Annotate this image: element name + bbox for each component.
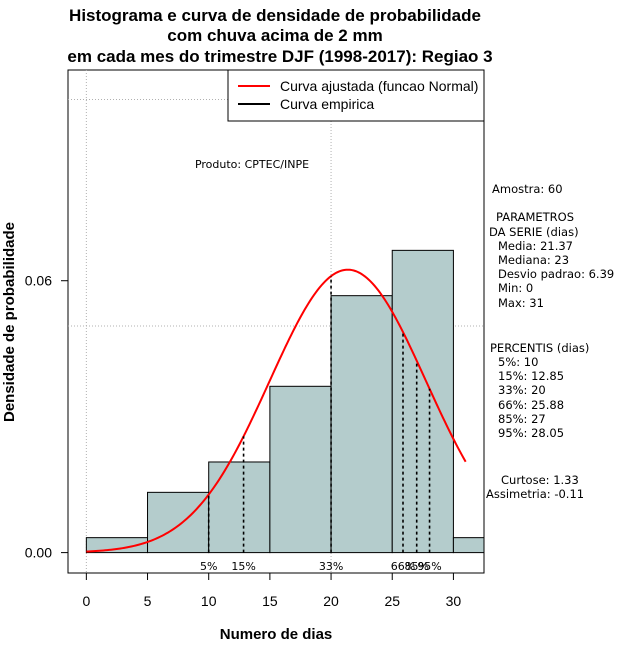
legend-label-normal: Curva ajustada (funcao Normal) [280,78,478,94]
histogram-bar-4 [330,295,393,554]
legend: Curva ajustada (funcao Normal) Curva emp… [227,69,485,122]
y-axis-title: Densidade de probabilidade [1,222,18,422]
x-tick-label-4: 20 [323,593,339,609]
legend-label-empirica: Curva empirica [280,96,374,112]
percentil-95: 95%: 28.05 [498,426,564,440]
chart-title-line-1: Histograma e curva de densidade de proba… [69,6,481,25]
percentil-85: 85%: 27 [498,412,546,426]
param-mediana: Mediana: 23 [498,253,569,267]
percentile-label-2: 33% [319,560,343,573]
histogram-bar-6 [452,537,485,554]
stat-curtose: Curtose: 1.33 [501,473,579,487]
percentil-33: 33%: 20 [498,383,546,397]
param-media: Media: 21.37 [498,239,573,253]
percentile-label-1: 15% [231,560,255,573]
x-tick-label-5: 25 [384,593,400,609]
percentile-label-5: 95% [417,560,441,573]
histogram-bars [85,249,485,554]
param-desvio: Desvio padrao: 6.39 [498,267,614,281]
percentil-5: 5%: 10 [498,355,538,369]
percentile-markers: 5% 15% 33% 66%85%95% [200,276,442,573]
param-max: Max: 31 [498,296,544,310]
credit-text: Produto: CPTEC/INPE [195,158,309,171]
density-curve [86,268,467,553]
stat-assimetria: Assimetria: -0.11 [486,487,584,501]
histogram-bar-1 [147,491,210,554]
stat-amostra: Amostra: 60 [492,182,563,196]
percentile-label-3: 66% [391,560,415,573]
normal-curve-line [86,268,467,553]
histogram-bar-2 [208,461,271,554]
param-min: Min: 0 [498,281,533,295]
x-tick-label-1: 5 [144,593,152,609]
params-header-1: PARAMETROS [496,210,574,224]
params-header-2: DA SERIE (dias) [489,225,579,239]
x-tick-label-6: 30 [446,593,462,609]
x-tick-label-2: 10 [201,593,217,609]
x-axis-title: Numero de dias [220,626,333,643]
legend-box [227,69,485,122]
y-axis: 0.00 0.06 [25,273,68,561]
percentile-label-0: 5% [200,560,217,573]
percentis-header: PERCENTIS (dias) [490,341,589,355]
percentil-66: 66%: 25.88 [498,398,564,412]
chart-title-line-3: em cada mes do trimestre DJF (1998-2017)… [67,47,492,66]
percentil-15: 15%: 12.85 [498,369,564,383]
x-axis: 0 5 10 15 20 25 30 [82,573,461,609]
x-tick-label-3: 15 [262,593,278,609]
histogram-bar-5 [391,249,454,554]
percentile-label-4: 85% [404,560,428,573]
x-tick-label-0: 0 [82,593,90,609]
y-tick-label-0: 0.00 [25,545,52,561]
y-tick-label-1: 0.06 [25,273,52,289]
chart-title-line-2: com chuva acima de 2 mm [167,26,382,45]
stats-panel: Amostra: 60 PARAMETROS DA SERIE (dias) M… [486,182,614,501]
histogram-bar-3 [269,385,332,554]
